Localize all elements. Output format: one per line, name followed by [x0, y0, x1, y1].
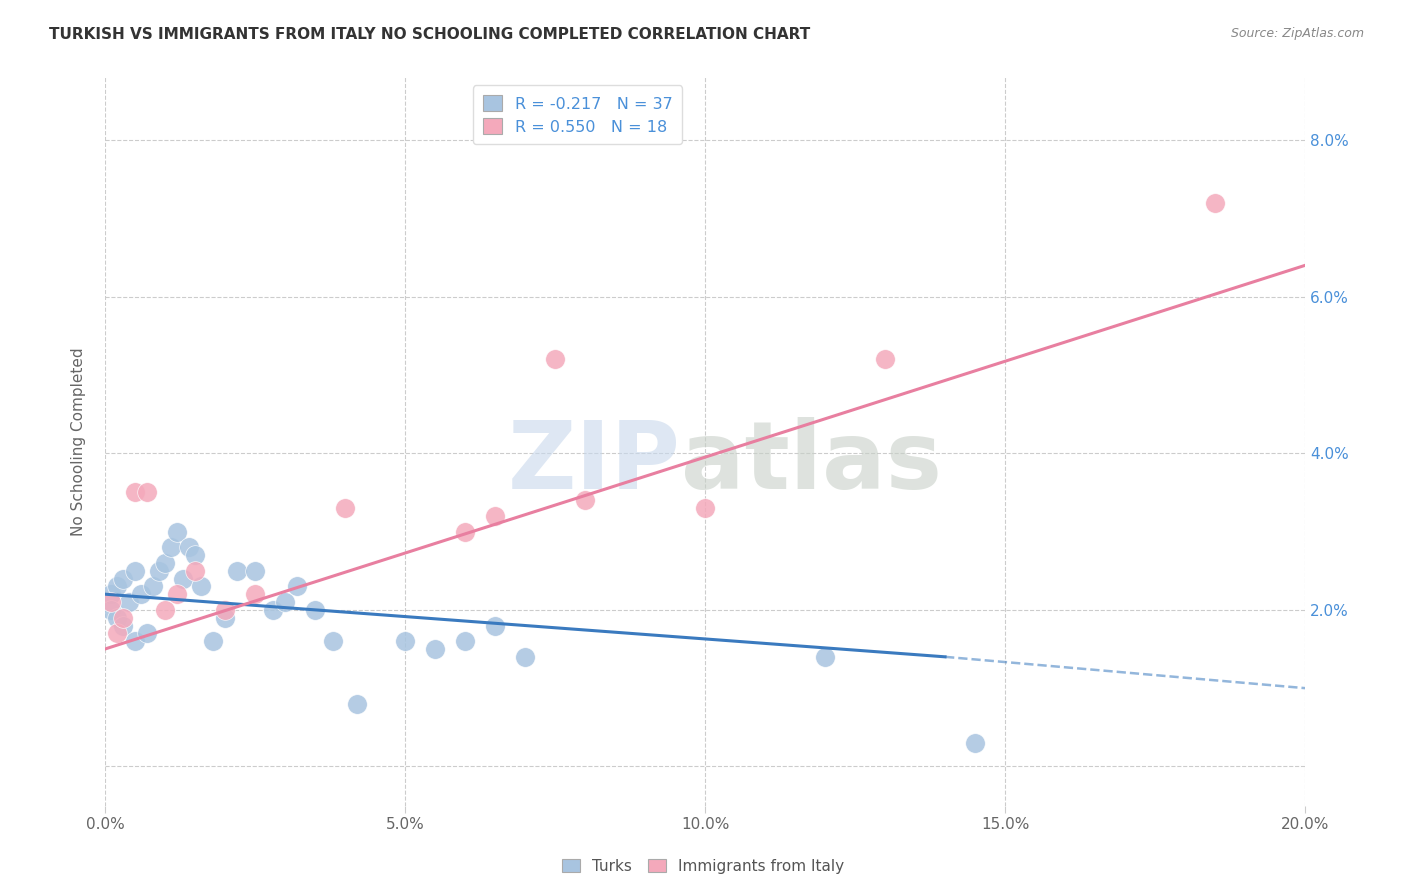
Point	[105, 626, 128, 640]
Point	[184, 548, 207, 562]
Point	[177, 540, 200, 554]
Point	[574, 493, 596, 508]
Point	[190, 579, 212, 593]
Point	[160, 540, 183, 554]
Point	[214, 603, 236, 617]
Point	[124, 485, 146, 500]
Point	[111, 618, 134, 632]
Point	[454, 524, 477, 539]
Point	[136, 485, 159, 500]
Point	[184, 564, 207, 578]
Text: TURKISH VS IMMIGRANTS FROM ITALY NO SCHOOLING COMPLETED CORRELATION CHART: TURKISH VS IMMIGRANTS FROM ITALY NO SCHO…	[49, 27, 810, 42]
Point	[285, 579, 308, 593]
Point	[111, 610, 134, 624]
Text: atlas: atlas	[681, 417, 942, 509]
Point	[304, 603, 326, 617]
Point	[346, 697, 368, 711]
Point	[166, 524, 188, 539]
Y-axis label: No Schooling Completed: No Schooling Completed	[72, 347, 86, 536]
Point	[226, 564, 249, 578]
Point	[544, 352, 567, 367]
Point	[423, 642, 446, 657]
Point	[243, 564, 266, 578]
Point	[454, 634, 477, 648]
Point	[873, 352, 896, 367]
Point	[243, 587, 266, 601]
Point	[333, 501, 356, 516]
Point	[153, 603, 176, 617]
Point	[142, 579, 165, 593]
Point	[100, 595, 122, 609]
Point	[124, 564, 146, 578]
Point	[262, 603, 284, 617]
Text: Source: ZipAtlas.com: Source: ZipAtlas.com	[1230, 27, 1364, 40]
Point	[105, 610, 128, 624]
Text: ZIP: ZIP	[508, 417, 681, 509]
Point	[322, 634, 344, 648]
Point	[153, 556, 176, 570]
Point	[484, 508, 506, 523]
Point	[166, 587, 188, 601]
Legend: R = -0.217   N = 37, R = 0.550   N = 18: R = -0.217 N = 37, R = 0.550 N = 18	[472, 86, 682, 145]
Point	[394, 634, 416, 648]
Point	[693, 501, 716, 516]
Point	[172, 572, 194, 586]
Point	[201, 634, 224, 648]
Legend: Turks, Immigrants from Italy: Turks, Immigrants from Italy	[555, 853, 851, 880]
Point	[124, 634, 146, 648]
Point	[111, 572, 134, 586]
Point	[513, 649, 536, 664]
Point	[100, 587, 122, 601]
Point	[100, 603, 122, 617]
Point	[129, 587, 152, 601]
Point	[274, 595, 297, 609]
Point	[814, 649, 837, 664]
Point	[484, 618, 506, 632]
Point	[136, 626, 159, 640]
Point	[118, 595, 141, 609]
Point	[148, 564, 170, 578]
Point	[1204, 195, 1226, 210]
Point	[105, 579, 128, 593]
Point	[963, 736, 986, 750]
Point	[214, 610, 236, 624]
